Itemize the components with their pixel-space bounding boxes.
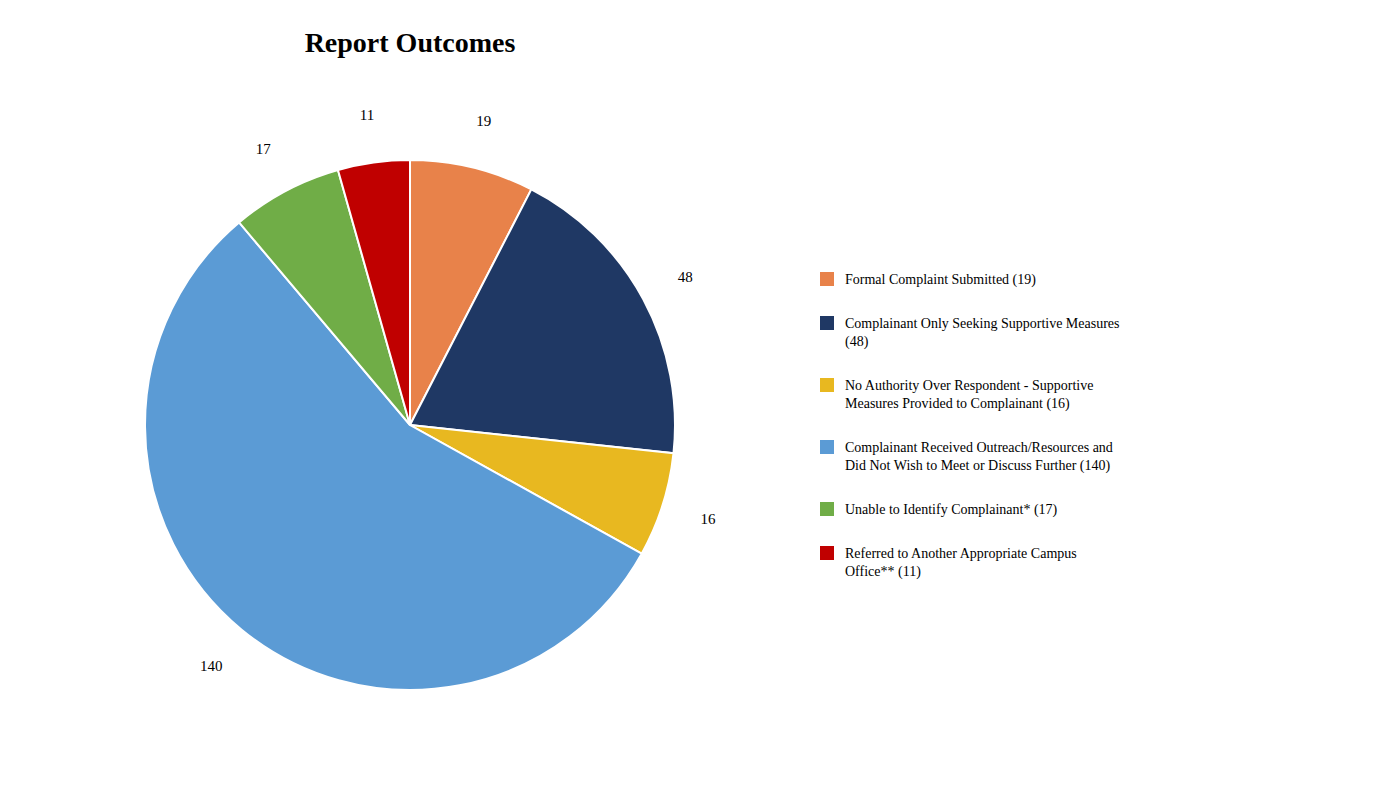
data-label: 17 xyxy=(256,141,272,157)
legend-item: Complainant Only Seeking Supportive Meas… xyxy=(820,316,1120,350)
legend-label: Complainant Received Outreach/Resources … xyxy=(845,440,1113,474)
data-label: 16 xyxy=(701,511,717,527)
legend-item: Formal Complaint Submitted (19) xyxy=(820,272,1036,288)
legend-label: Complainant Only Seeking Supportive Meas… xyxy=(845,316,1120,350)
legend-swatch xyxy=(820,440,834,454)
legend-item: Complainant Received Outreach/Resources … xyxy=(820,440,1113,474)
legend-item: Referred to Another Appropriate CampusOf… xyxy=(820,546,1077,580)
title: Report Outcomes xyxy=(305,27,516,58)
legend-label: Referred to Another Appropriate CampusOf… xyxy=(845,546,1077,580)
legend: Formal Complaint Submitted (19) Complaina… xyxy=(820,272,1120,580)
legend-item: No Authority Over Respondent - Supportiv… xyxy=(820,378,1093,412)
data-label: 19 xyxy=(476,113,491,129)
pie: 19 48 16 140 17 11 xyxy=(145,107,716,690)
legend-swatch xyxy=(820,316,834,330)
pie-slice xyxy=(338,160,410,425)
legend-swatch xyxy=(820,502,834,516)
background xyxy=(0,0,1400,790)
legend-swatch xyxy=(820,272,834,286)
pie-slice xyxy=(410,189,675,453)
data-label: 11 xyxy=(360,107,374,123)
legend-label: Formal Complaint Submitted (19) xyxy=(845,272,1036,288)
data-label: 140 xyxy=(200,658,223,674)
data-label: 48 xyxy=(678,269,693,285)
legend-label: Unable to Identify Complainant* (17) xyxy=(845,502,1058,518)
chart: Report Outcomes 19 48 16 140 17 11 Formal Compl… xyxy=(0,0,1400,790)
legend-item: Unable to Identify Complainant* (17) xyxy=(820,502,1058,518)
legend-swatch xyxy=(820,546,834,560)
legend-label: No Authority Over Respondent - Supportiv… xyxy=(845,378,1093,412)
legend-swatch xyxy=(820,378,834,392)
